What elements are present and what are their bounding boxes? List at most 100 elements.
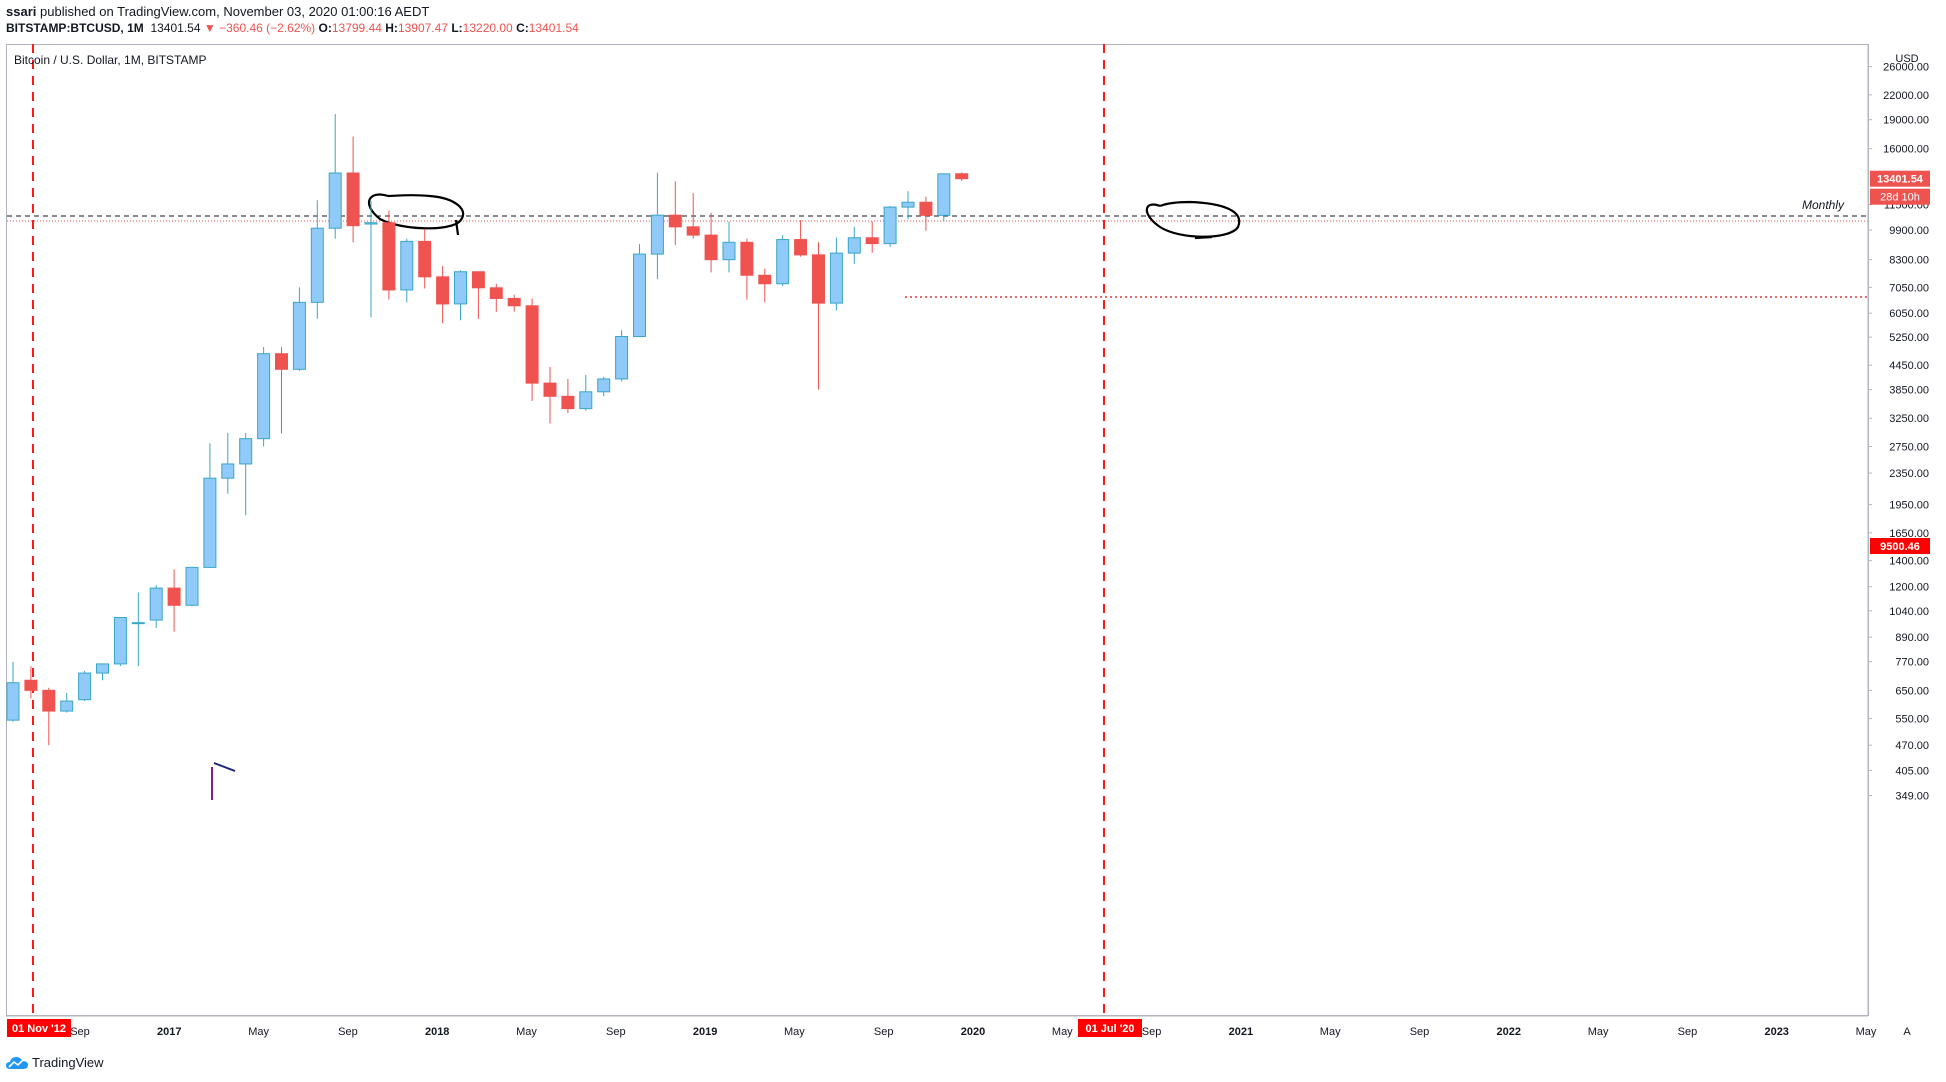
- candle: [579, 374, 593, 411]
- level-badge-bg: [1870, 538, 1930, 554]
- last-price-badge-bg: [1870, 170, 1930, 187]
- candle: [275, 347, 288, 434]
- candle-body: [937, 173, 951, 216]
- annotations[interactable]: Monthly: [7, 44, 1868, 1016]
- symbol-label: BITSTAMP:BTCUSD, 1M: [6, 21, 144, 35]
- candle-body: [24, 679, 38, 691]
- candle-body: [400, 240, 414, 291]
- x-tick-label: 2019: [693, 1026, 717, 1038]
- candle-body: [489, 287, 503, 299]
- candle-body: [507, 297, 521, 307]
- footer-brand: TradingView: [32, 1055, 104, 1070]
- candle: [149, 585, 163, 628]
- y-tick-label: 5250.00: [1889, 332, 1929, 344]
- candle-body: [42, 689, 56, 712]
- date-marker-badge-bg: [7, 1019, 71, 1037]
- axes-layer: 26000.0022000.0019000.0016000.0011500.00…: [6, 44, 1930, 1038]
- x-tick-label: May: [1588, 1026, 1609, 1038]
- x-tick-label: May: [1856, 1026, 1877, 1038]
- candlestick-chart[interactable]: Monthly 26000.00 22000.00 19000.00 16000.00…: [0, 0, 1946, 1045]
- candle-body: [847, 237, 861, 254]
- y-tick-label: 349.00: [1895, 790, 1929, 802]
- candle: [812, 242, 825, 390]
- candle-body: [239, 438, 253, 465]
- x-tick-label: May: [516, 1026, 537, 1038]
- level-badge: 9500.46: [1880, 541, 1920, 553]
- x-tick-label: Sep: [1410, 1026, 1430, 1038]
- candle-body: [615, 336, 629, 380]
- y-tick-label: 16000.00: [1883, 144, 1929, 156]
- candle-body: [776, 239, 790, 285]
- countdown-badge: 28d 10h: [1880, 192, 1920, 204]
- candle-body: [883, 206, 897, 245]
- y-tick-label: 2350.00: [1889, 468, 1929, 480]
- candle-body: [650, 214, 664, 255]
- y-tick-label: 19000.00: [1883, 115, 1929, 127]
- x-tick-label: Sep: [606, 1026, 626, 1038]
- candle: [865, 221, 879, 253]
- x-tick-label: 2022: [1497, 1026, 1521, 1038]
- monthly-line-label: Monthly: [1802, 198, 1845, 212]
- x-tick-label: May: [248, 1026, 269, 1038]
- cloud-icon: [6, 1056, 28, 1069]
- x-tick-label: 2017: [157, 1026, 181, 1038]
- candle: [454, 270, 467, 321]
- candle-body: [633, 253, 646, 338]
- candle-body: [812, 254, 825, 304]
- date-marker-label: 01 Jul '20: [1085, 1023, 1134, 1035]
- candle: [829, 237, 843, 311]
- candle-body: [185, 566, 199, 606]
- candle: [185, 566, 199, 607]
- candle: [615, 330, 629, 382]
- candle: [650, 172, 664, 280]
- ellipse-annotation-2017-top: [367, 193, 465, 236]
- y-tick-label: 470.00: [1895, 740, 1929, 752]
- candle: [919, 196, 933, 231]
- down-arrow-icon: ▼: [203, 21, 216, 35]
- y-tick-label: 8300.00: [1889, 255, 1929, 267]
- published-text: published on TradingView.com, November 0…: [40, 4, 430, 19]
- y-tick-label: 7050.00: [1889, 282, 1929, 294]
- candle-body: [901, 201, 915, 208]
- candle: [221, 432, 235, 494]
- candle: [955, 172, 969, 182]
- y-tick-label: 1040.00: [1889, 606, 1929, 618]
- candle-body: [597, 378, 611, 393]
- candle-body: [561, 395, 575, 410]
- candle: [686, 193, 700, 239]
- candle: [6, 661, 20, 722]
- x-tick-label: Sep: [1678, 1026, 1698, 1038]
- y-tick-label: 1200.00: [1889, 582, 1929, 594]
- candle: [113, 617, 127, 667]
- candle-body: [364, 222, 378, 225]
- candle: [597, 376, 611, 397]
- candle: [561, 378, 575, 414]
- candle-body: [865, 237, 879, 245]
- candle-body: [794, 239, 808, 256]
- candle-body: [78, 672, 92, 701]
- currency-label[interactable]: USD: [1895, 53, 1918, 65]
- y-tick-label: 890.00: [1895, 632, 1929, 644]
- candle: [668, 181, 682, 246]
- candle: [167, 569, 181, 632]
- close-value: 13401.54: [528, 21, 579, 35]
- candle-body: [257, 353, 271, 440]
- candle-body: [221, 463, 235, 479]
- candle-body: [310, 227, 324, 303]
- auto-scale-button[interactable]: A: [1903, 1026, 1911, 1038]
- date-marker-label: 01 Nov '12: [12, 1023, 66, 1035]
- candle-body: [131, 622, 145, 625]
- candle: [507, 294, 521, 312]
- candle-body: [346, 172, 360, 227]
- candle: [60, 692, 74, 713]
- y-tick-label: 1650.00: [1889, 528, 1929, 540]
- x-tick-label: May: [784, 1026, 805, 1038]
- candle: [543, 367, 557, 424]
- tradingview-logo[interactable]: TradingView: [6, 1055, 104, 1070]
- x-tick-label: 2018: [425, 1026, 449, 1038]
- candle-body: [722, 241, 736, 261]
- x-tick-label: Sep: [70, 1026, 90, 1038]
- x-tick-label: 2023: [1764, 1026, 1788, 1038]
- candle-body: [382, 222, 396, 291]
- candle-body: [6, 682, 20, 721]
